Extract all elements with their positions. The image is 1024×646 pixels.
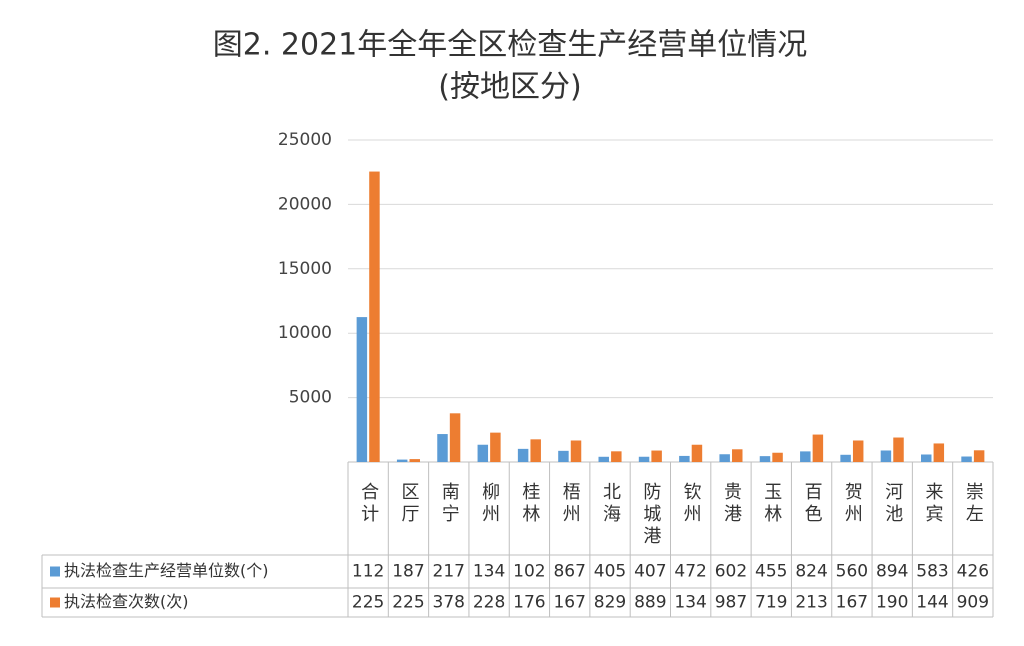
bar xyxy=(638,456,650,462)
y-tick-label: 10000 xyxy=(278,323,332,343)
bar xyxy=(437,434,448,462)
table-value: 112 xyxy=(352,562,384,582)
x-tick-label: 钦州 xyxy=(681,482,702,526)
table-value: 225 xyxy=(392,593,424,613)
x-tick-label: 河池 xyxy=(882,482,903,526)
bar xyxy=(933,443,945,462)
chart-subtitle: (按地区分) xyxy=(438,70,581,105)
table-value: 560 xyxy=(836,562,868,582)
y-tick-label: 5000 xyxy=(289,388,332,408)
table-value: 378 xyxy=(433,593,465,613)
bar xyxy=(449,413,461,462)
table-value: 144 xyxy=(916,593,948,613)
y-tick-label: 20000 xyxy=(278,194,332,214)
bar xyxy=(490,432,501,462)
table-value: 824 xyxy=(795,562,827,582)
x-tick-label: 区厅 xyxy=(398,482,419,526)
y-tick-label: 15000 xyxy=(278,259,332,279)
table-value: 213 xyxy=(795,593,827,613)
x-tick-label: 玉林 xyxy=(761,482,782,526)
x-tick-label: 防城港 xyxy=(640,482,661,548)
bar xyxy=(973,450,985,462)
x-tick-label: 崇左 xyxy=(963,482,984,526)
x-tick-label: 柳州 xyxy=(479,482,500,526)
bar xyxy=(369,171,380,462)
table-value: 909 xyxy=(957,593,989,613)
x-tick-label: 贺州 xyxy=(842,482,863,526)
table-value: 187 xyxy=(392,562,424,582)
bar xyxy=(570,440,582,462)
table-value: 455 xyxy=(755,562,787,582)
table-value: 102 xyxy=(513,562,545,582)
table-value: 167 xyxy=(553,593,585,613)
bar xyxy=(396,459,408,462)
table-value: 583 xyxy=(916,562,948,582)
table-value: 472 xyxy=(674,562,706,582)
x-tick-label: 合计 xyxy=(358,482,379,526)
bar xyxy=(961,456,972,462)
table-value: 134 xyxy=(473,562,505,582)
legend-label: 执法检查次数(次) xyxy=(64,592,189,611)
bar xyxy=(893,437,904,462)
bar xyxy=(530,439,541,462)
x-tick-label: 北海 xyxy=(600,482,621,526)
x-tick-label: 来宾 xyxy=(923,482,944,526)
table-value: 829 xyxy=(594,593,626,613)
x-tick-label: 梧州 xyxy=(560,482,581,526)
x-tick-label: 百色 xyxy=(802,482,823,526)
legend-swatch xyxy=(50,597,60,608)
bar xyxy=(611,451,622,462)
table-value: 867 xyxy=(553,562,585,582)
chart-title: 图2. 2021年全年全区检查生产经营单位情况 xyxy=(213,28,808,63)
table-value: 176 xyxy=(513,593,545,613)
table-value: 134 xyxy=(674,593,706,613)
table-value: 889 xyxy=(634,593,666,613)
bar xyxy=(598,456,609,462)
bar xyxy=(691,444,703,462)
table-value: 217 xyxy=(433,562,465,582)
bar xyxy=(812,434,824,462)
table-value: 167 xyxy=(836,593,868,613)
x-tick-label: 贵港 xyxy=(721,482,742,526)
table-value: 190 xyxy=(876,593,908,613)
bar xyxy=(800,451,811,462)
table-value: 407 xyxy=(634,562,666,582)
bar xyxy=(732,449,743,462)
legend-swatch xyxy=(50,566,60,577)
table-value: 894 xyxy=(876,562,908,582)
bar xyxy=(409,459,420,462)
table-value: 225 xyxy=(352,593,384,613)
bar xyxy=(840,454,851,462)
table-value: 987 xyxy=(715,593,747,613)
bar xyxy=(558,450,569,462)
bar xyxy=(356,317,368,462)
bar xyxy=(679,455,690,462)
table-value: 228 xyxy=(473,593,505,613)
legend-label: 执法检查生产经营单位数(个) xyxy=(64,561,269,580)
y-tick-label: 25000 xyxy=(278,130,332,150)
bar xyxy=(921,454,932,462)
bar xyxy=(517,448,529,462)
bar xyxy=(759,456,771,462)
bar xyxy=(477,444,489,462)
table-value: 719 xyxy=(755,593,787,613)
table-value: 405 xyxy=(594,562,626,582)
table-value: 602 xyxy=(715,562,747,582)
bar xyxy=(852,440,864,462)
x-tick-label: 南宁 xyxy=(439,482,460,526)
x-tick-label: 桂林 xyxy=(519,482,540,526)
bar xyxy=(772,452,783,462)
bar xyxy=(651,450,662,462)
table-value: 426 xyxy=(957,562,989,582)
bar xyxy=(719,454,730,462)
bar xyxy=(880,450,892,462)
